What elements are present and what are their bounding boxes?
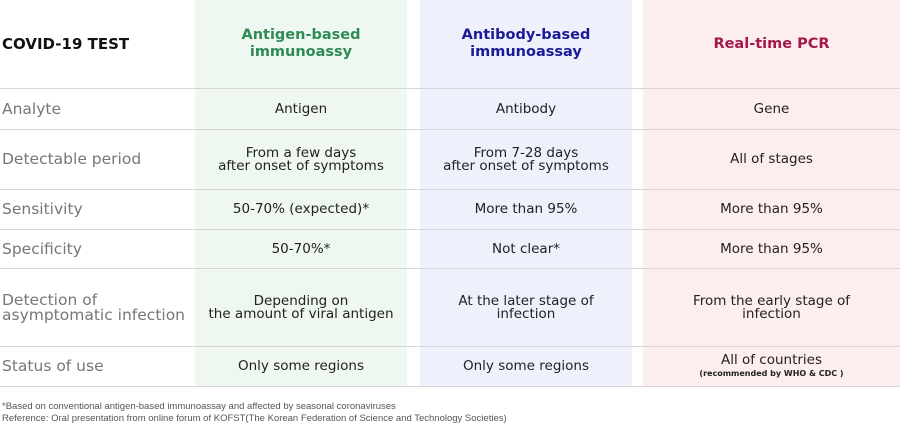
row-label: Analyte (2, 99, 62, 118)
pcr-value: From the early stage of infection (692, 292, 851, 322)
row-label: Sensitivity (2, 200, 83, 218)
antigen-value: Antigen (274, 100, 328, 117)
antibody-value: At the later stage of infection (458, 292, 594, 322)
pcr-value: More than 95% (720, 201, 823, 217)
antibody-header: Antibody-based immunoassay (461, 27, 591, 60)
footnote-reference: Reference: Oral presentation from online… (2, 413, 507, 424)
table-row: Status of use Only some regions Only som… (0, 347, 900, 387)
table-row: Detection of asymptomatic infection Depe… (0, 269, 900, 347)
footnote-asterisk: *Based on conventional antigen-based imm… (2, 401, 396, 412)
pcr-value: Gene (753, 100, 790, 117)
antibody-header-cell: Antibody-based immunoassay (420, 0, 632, 88)
antigen-value: Depending on the amount of viral antigen (208, 292, 394, 322)
table-row: Sensitivity 50-70% (expected)* More than… (0, 190, 900, 230)
table-row: Detectable period From a few days after … (0, 130, 900, 190)
antigen-column-background (195, 0, 407, 386)
header-row: COVID-19 TEST Antigen-based immunoassy A… (0, 0, 900, 89)
antibody-column-background (420, 0, 632, 386)
table-row: Analyte Antigen Antibody Gene (0, 89, 900, 130)
antibody-value: Only some regions (463, 358, 589, 374)
antigen-header-cell: Antigen-based immunoassy (195, 0, 407, 88)
antibody-value: Antibody (495, 100, 557, 117)
row-label: Detectable period (2, 150, 142, 168)
pcr-column-background (643, 0, 900, 386)
pcr-recommendation-note: (recommended by WHO & CDC ) (699, 369, 844, 378)
pcr-header: Real-time PCR (713, 35, 830, 52)
antibody-value: More than 95% (474, 201, 578, 217)
antigen-header: Antigen-based immunoassy (241, 27, 361, 60)
antibody-value: Not clear* (492, 240, 560, 257)
antigen-value: 50-70% (expected)* (232, 201, 370, 217)
row-label: Detection of asymptomatic infection (2, 290, 186, 324)
table-title: COVID-19 TEST (2, 35, 130, 53)
table-row: Specificity 50-70%* Not clear* More than… (0, 230, 900, 269)
pcr-value: All of countries (recommended by WHO & C… (699, 352, 844, 378)
antigen-value: 50-70%* (271, 240, 331, 257)
table-title-cell: COVID-19 TEST (0, 0, 195, 88)
pcr-value: All of stages (730, 151, 813, 167)
row-label: Specificity (2, 239, 82, 258)
pcr-header-cell: Real-time PCR (643, 0, 900, 88)
antigen-value: From a few days after onset of symptoms (218, 144, 384, 174)
pcr-value: More than 95% (720, 240, 823, 257)
row-label: Status of use (2, 357, 104, 375)
antigen-value: Only some regions (238, 358, 364, 374)
antibody-value: From 7-28 days after onset of symptoms (443, 144, 609, 174)
